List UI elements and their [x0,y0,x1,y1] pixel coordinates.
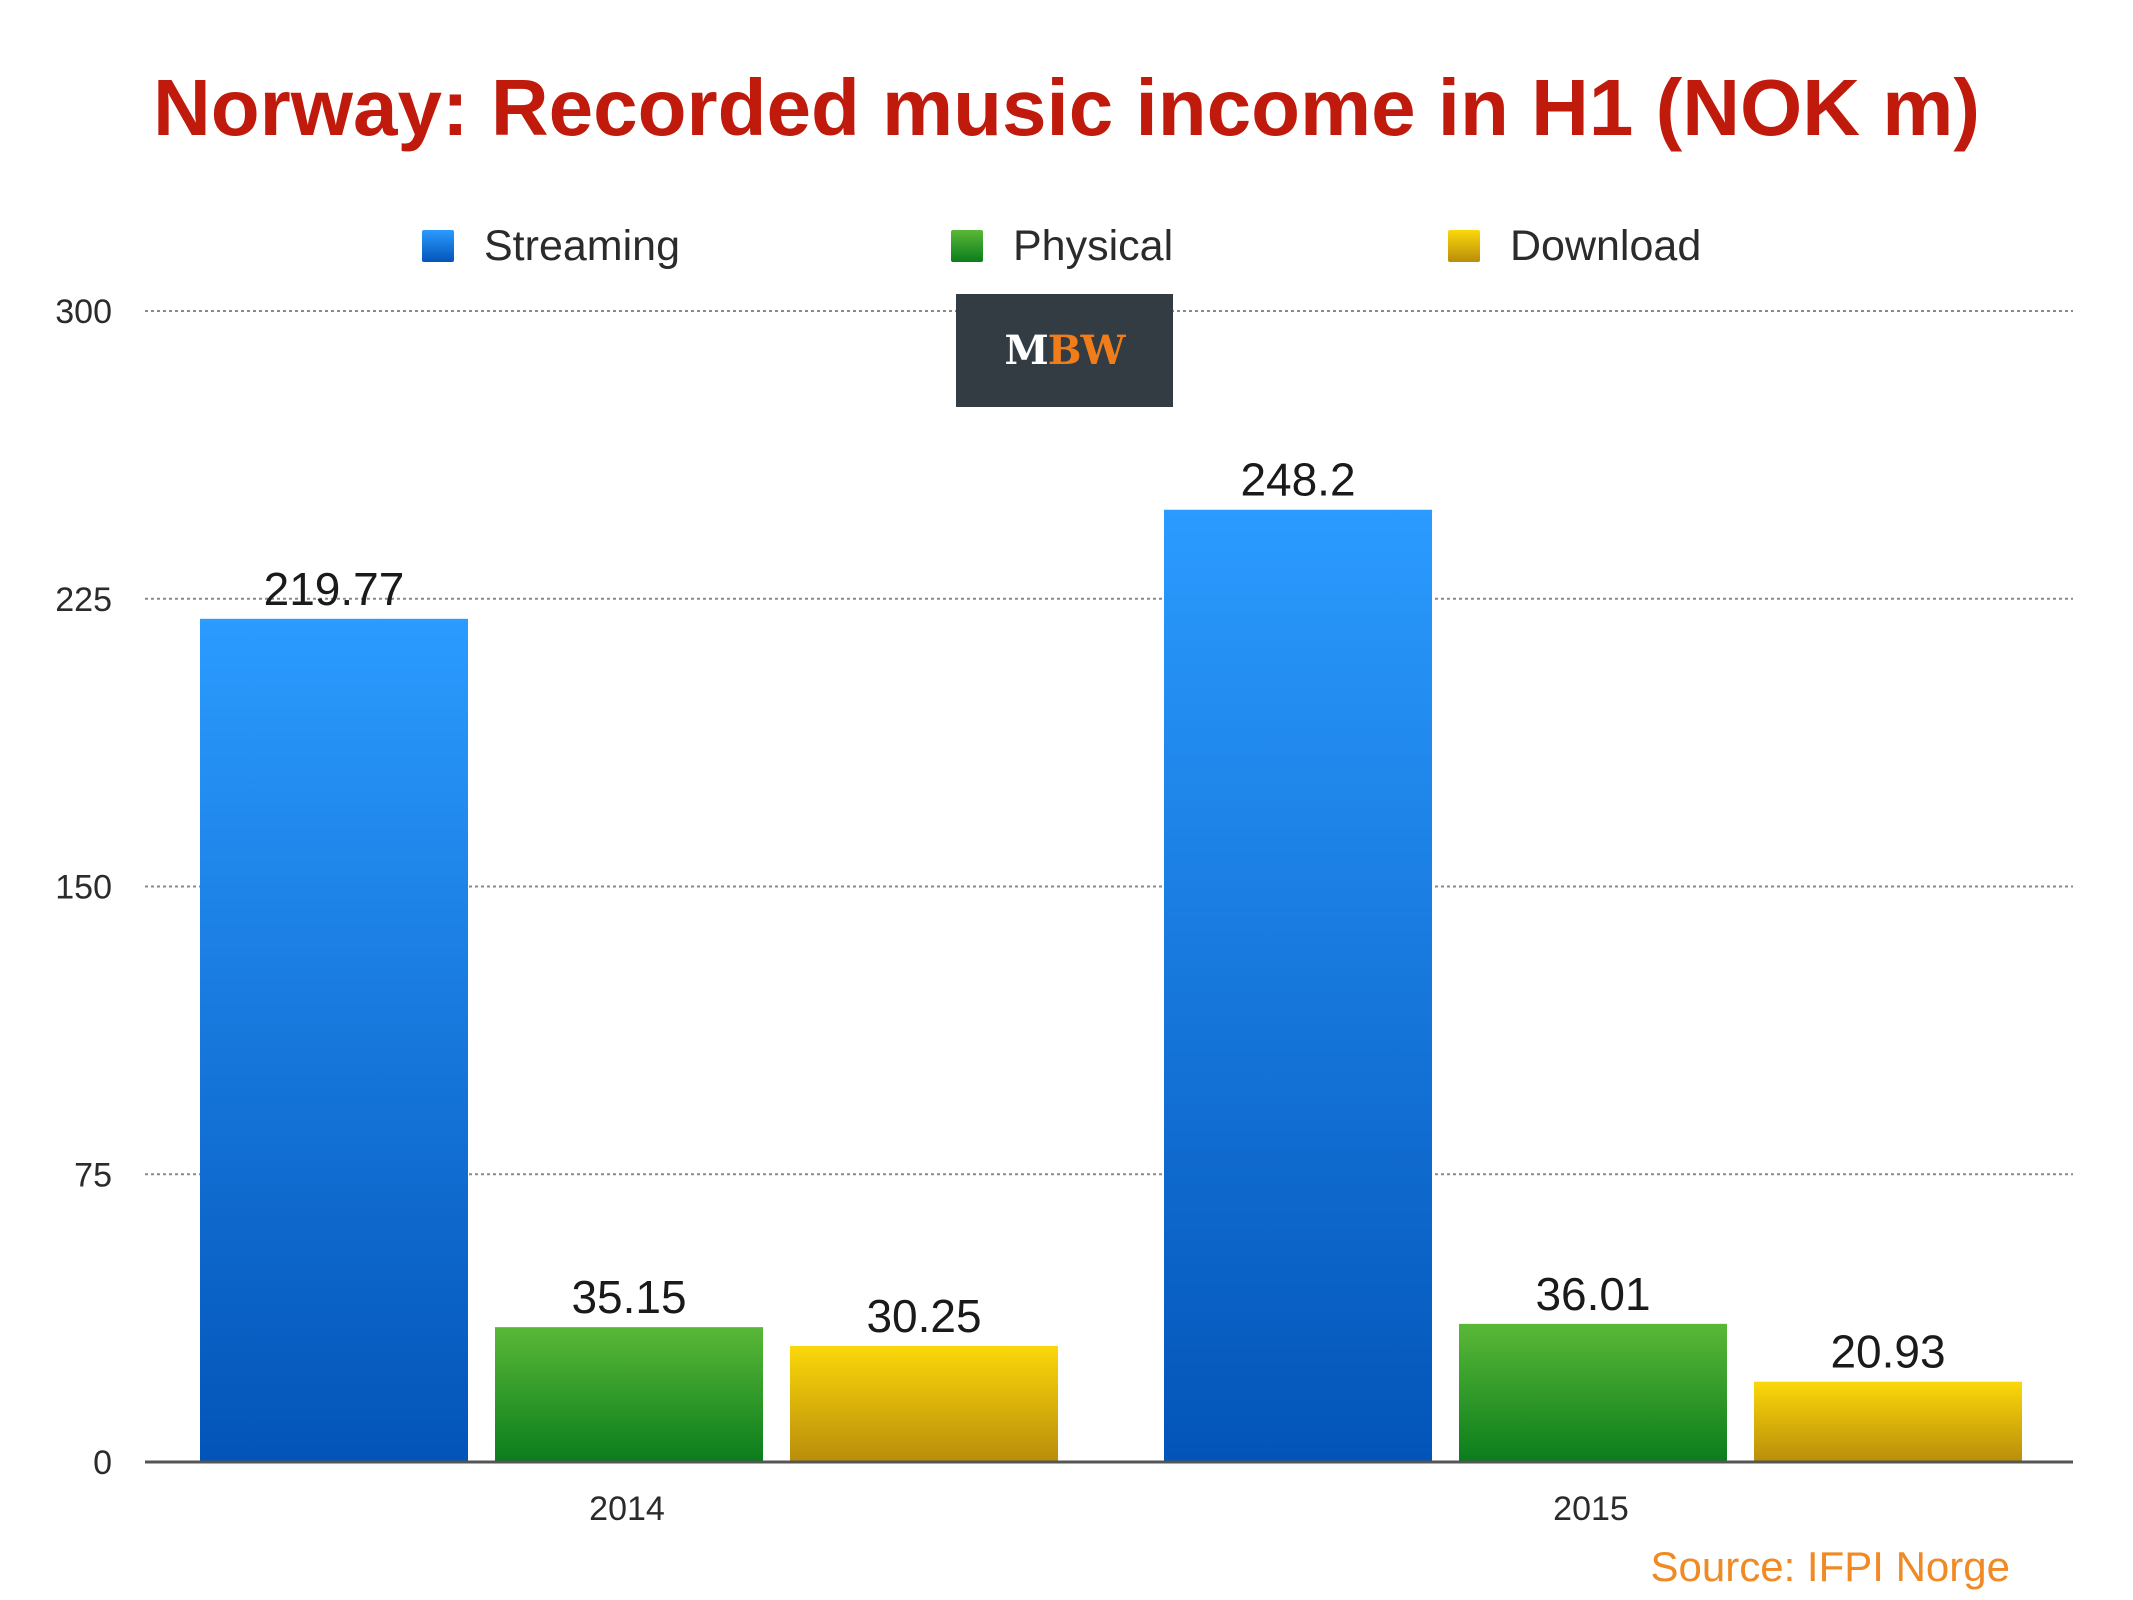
legend-swatch-physical [951,230,983,262]
source-note: Source: IFPI Norge [1650,1543,2010,1590]
chart-title: Norway: Recorded music income in H1 (NOK… [152,63,1981,152]
x-tick-label-2014: 2014 [589,1490,665,1528]
y-tick-label-150: 150 [55,869,112,907]
bar-streaming-2015 [1164,509,1432,1462]
y-tick-label-75: 75 [74,1156,112,1194]
legend-swatch-download [1448,230,1480,262]
value-label-physical-2015: 36.01 [1535,1268,1650,1320]
value-label-download-2014: 30.25 [866,1290,981,1342]
legend-label-physical: Physical [1013,221,1174,270]
bar-download-2015 [1754,1381,2022,1462]
bar-download-2014 [790,1345,1058,1462]
mbw-logo: M BW [956,294,1173,407]
logo-m: M [1004,327,1048,374]
value-label-download-2015: 20.93 [1830,1326,1945,1378]
legend-item-download: Download [1448,222,1701,270]
legend-label-download: Download [1510,221,1702,270]
value-label-streaming-2014: 219.77 [264,563,405,615]
value-label-physical-2014: 35.15 [571,1271,686,1323]
legend-label-streaming: Streaming [484,221,680,270]
y-tick-label-300: 300 [55,293,112,331]
x-tick-label-2015: 2015 [1553,1490,1629,1528]
y-tick-label-0: 0 [93,1444,112,1482]
bar-streaming-2014 [200,618,468,1462]
y-tick-label-225: 225 [55,581,112,619]
legend-item-streaming: Streaming [422,222,680,270]
bar-physical-2014 [495,1327,763,1462]
value-label-streaming-2015: 248.2 [1240,454,1355,506]
logo-bw: BW [1047,327,1126,374]
bar-physical-2015 [1459,1323,1727,1462]
legend-item-physical: Physical [951,222,1173,270]
legend-swatch-streaming [422,230,454,262]
